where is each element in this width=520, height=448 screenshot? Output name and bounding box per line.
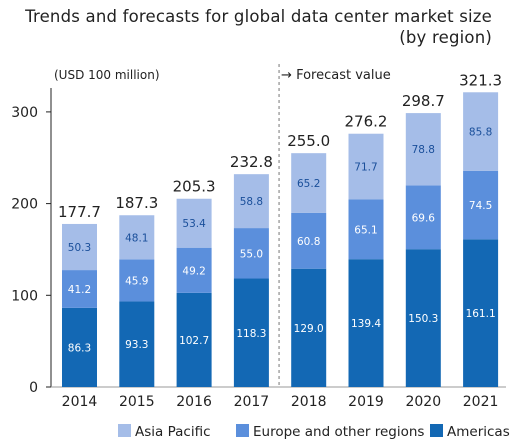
bar-segment (291, 153, 327, 213)
segment-value-label: 65.2 (297, 178, 320, 190)
segment-value-label: 69.6 (412, 212, 436, 224)
bar-total-label: 276.2 (345, 113, 388, 131)
legend-swatch (430, 424, 443, 437)
bar-segment (62, 223, 97, 271)
x-tick-label: 2019 (348, 394, 384, 410)
bar-segment (405, 185, 441, 250)
segment-value-label: 41.2 (68, 284, 91, 296)
chart-title-line1: Trends and forecasts for global data cen… (25, 7, 492, 26)
legend-label: Americas (447, 424, 510, 440)
bar-segment (405, 249, 441, 387)
bar-segment (233, 228, 269, 279)
x-tick-label: 2016 (176, 394, 212, 410)
bar-segment (348, 259, 384, 387)
segment-value-label: 50.3 (68, 242, 91, 254)
segment-value-label: 85.8 (469, 127, 492, 139)
bar-total-label: 177.7 (58, 203, 101, 221)
x-tick-label: 2018 (291, 394, 327, 410)
bar-total-label: 255.0 (287, 132, 330, 150)
bar-segment (119, 259, 155, 302)
y-tick-label: 100 (11, 288, 38, 304)
y-tick-label: 0 (29, 380, 38, 396)
segment-value-label: 118.3 (236, 328, 266, 340)
segment-value-label: 71.7 (354, 162, 377, 174)
bar-segment (291, 212, 327, 269)
legend-swatch (118, 424, 131, 437)
bar-segment (119, 301, 155, 387)
legend-label: Asia Pacific (135, 424, 211, 440)
bar-segment (176, 198, 212, 248)
x-tick-label: 2015 (119, 394, 155, 410)
segment-value-label: 150.3 (408, 313, 438, 325)
segment-value-label: 65.1 (354, 224, 377, 236)
bar-total-label: 321.3 (459, 71, 502, 89)
segment-value-label: 60.8 (297, 236, 320, 248)
segment-value-label: 93.3 (125, 339, 148, 351)
segment-value-label: 45.9 (125, 275, 148, 287)
segment-value-label: 78.8 (412, 144, 435, 156)
segment-value-label: 102.7 (179, 335, 209, 347)
forecast-label: → Forecast value (281, 68, 391, 83)
bar-segment (62, 270, 97, 308)
bar-segment (119, 215, 155, 260)
y-tick-label: 300 (11, 105, 38, 121)
segment-value-label: 49.2 (182, 265, 205, 277)
unit-label: (USD 100 million) (54, 68, 160, 82)
segment-value-label: 161.1 (466, 308, 496, 320)
chart-title-line2: (by region) (399, 28, 492, 47)
bar-segment (463, 239, 499, 387)
segment-value-label: 58.8 (240, 196, 263, 208)
bar-segment (463, 170, 499, 240)
segment-value-label: 74.5 (469, 200, 492, 212)
x-tick-label: 2021 (463, 394, 499, 410)
bar-segment (405, 113, 441, 186)
bar-total-label: 298.7 (402, 92, 445, 110)
x-tick-label: 2014 (62, 394, 98, 410)
segment-value-label: 48.1 (125, 232, 148, 244)
x-tick-label: 2017 (234, 394, 270, 410)
bar-total-label: 205.3 (173, 178, 216, 196)
bar-total-label: 232.8 (230, 153, 273, 171)
segment-value-label: 86.3 (68, 342, 91, 354)
y-tick-label: 200 (11, 197, 38, 213)
bar-segment (176, 292, 212, 387)
bar-segment (62, 307, 97, 387)
legend-swatch (236, 424, 249, 437)
x-tick-label: 2020 (405, 394, 441, 410)
bar-segment (233, 278, 269, 387)
bar-segment (348, 199, 384, 260)
bar-segment (463, 92, 499, 171)
bar-segment (348, 133, 384, 200)
legend-label: Europe and other regions (253, 424, 424, 440)
segment-value-label: 129.0 (294, 323, 324, 335)
segment-value-label: 55.0 (240, 248, 263, 260)
bar-total-label: 187.3 (115, 194, 158, 212)
bar-segment (233, 174, 269, 229)
segment-value-label: 53.4 (182, 218, 206, 230)
bar-segment (176, 247, 212, 293)
bar-segment (291, 268, 327, 387)
segment-value-label: 139.4 (351, 318, 381, 330)
